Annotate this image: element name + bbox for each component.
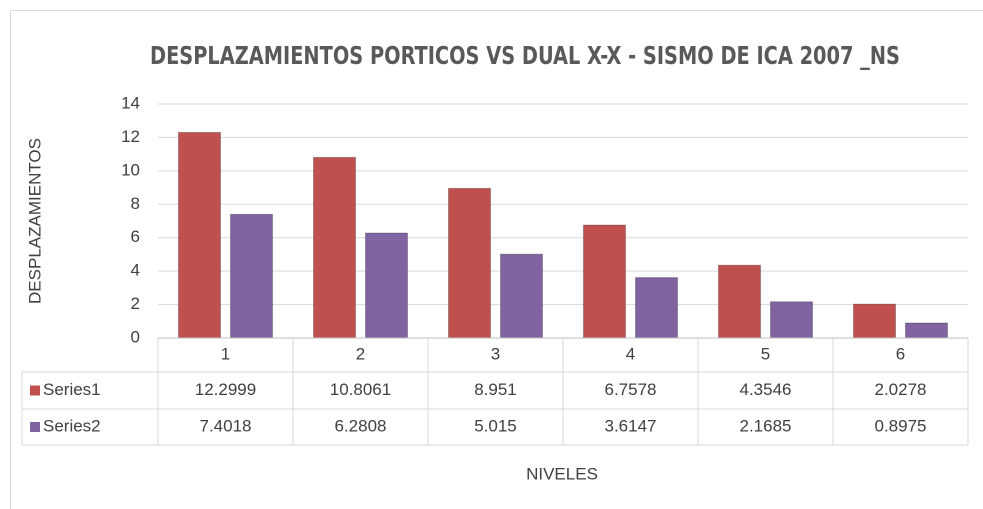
x-axis-label: NIVELES bbox=[526, 464, 598, 483]
y-tick-label: 14 bbox=[121, 93, 140, 112]
bar bbox=[853, 303, 896, 339]
y-tick-label: 2 bbox=[131, 294, 140, 313]
y-tick-label: 10 bbox=[121, 160, 140, 179]
legend-label: Series2 bbox=[43, 416, 101, 435]
table-value: 12.2999 bbox=[195, 380, 256, 399]
x-tick-label: 2 bbox=[356, 344, 365, 363]
bar bbox=[500, 253, 543, 339]
y-axis-label: DESPLAZAMIENTOS bbox=[25, 138, 44, 304]
y-tick-label: 6 bbox=[131, 227, 140, 246]
y-tick-label: 0 bbox=[131, 327, 140, 346]
legend-swatch bbox=[30, 385, 40, 396]
table-value: 10.8061 bbox=[330, 380, 391, 399]
bar bbox=[770, 301, 813, 339]
bar bbox=[905, 322, 948, 339]
x-tick-label: 1 bbox=[221, 344, 230, 363]
bar bbox=[230, 213, 273, 339]
table-value: 5.015 bbox=[474, 416, 517, 435]
bar bbox=[178, 131, 221, 339]
x-tick-label: 5 bbox=[761, 344, 770, 363]
table-value: 2.1685 bbox=[740, 416, 792, 435]
x-tick-label: 3 bbox=[491, 344, 500, 363]
table-value: 0.8975 bbox=[875, 416, 927, 435]
chart-title: DESPLAZAMIENTOS PORTICOS VS DUAL X-X - S… bbox=[150, 41, 900, 70]
table-value: 8.951 bbox=[474, 380, 517, 399]
legend-label: Series1 bbox=[43, 380, 101, 399]
table-value: 6.2808 bbox=[335, 416, 387, 435]
table-value: 4.3546 bbox=[740, 380, 792, 399]
x-tick-label: 4 bbox=[626, 344, 635, 363]
chart-border bbox=[10, 10, 983, 509]
table-value: 2.0278 bbox=[875, 380, 927, 399]
bar bbox=[583, 224, 626, 339]
bar bbox=[448, 187, 491, 339]
table-value: 7.4018 bbox=[200, 416, 252, 435]
legend-swatch bbox=[30, 422, 40, 432]
bar bbox=[313, 156, 356, 339]
y-tick-label: 4 bbox=[131, 261, 140, 280]
table-value: 3.6147 bbox=[605, 416, 657, 435]
bar bbox=[718, 264, 761, 339]
table-value: 6.7578 bbox=[605, 380, 657, 399]
y-tick-label: 12 bbox=[121, 127, 140, 146]
bar bbox=[635, 277, 678, 339]
x-tick-label: 6 bbox=[896, 344, 905, 363]
y-tick-label: 8 bbox=[131, 194, 140, 213]
bar bbox=[365, 232, 408, 339]
